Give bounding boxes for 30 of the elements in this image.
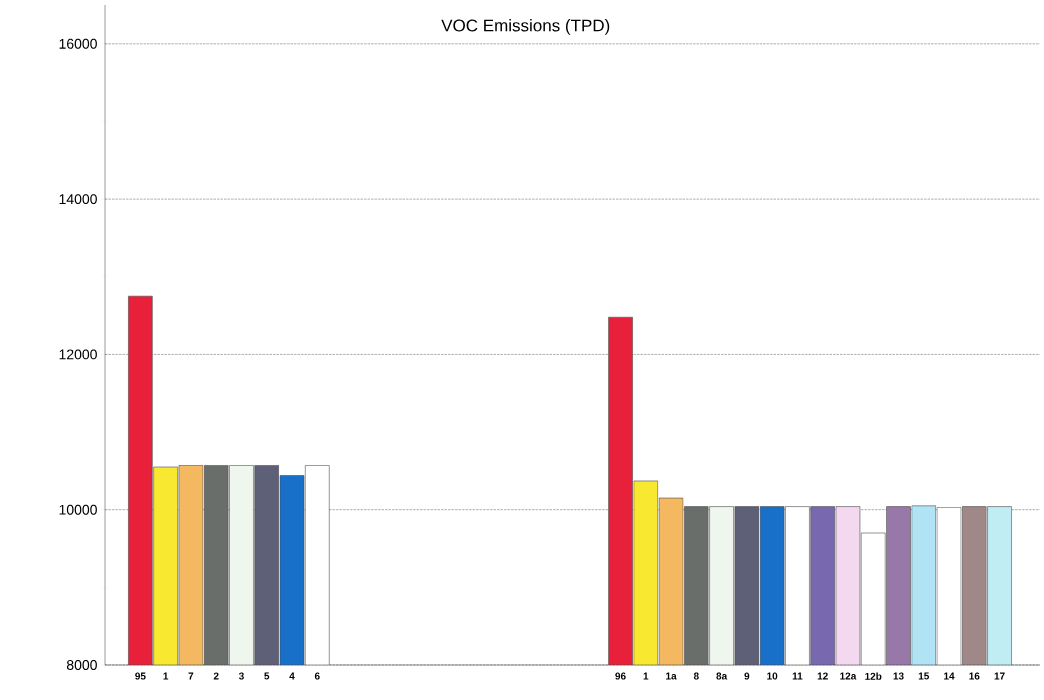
x-tick-label: 8 [693, 672, 699, 680]
x-tick-label: 12 [817, 672, 828, 680]
x-tick-label: 12b [865, 672, 882, 680]
x-tick-label: 6 [314, 672, 320, 680]
x-tick-label: 10 [767, 672, 778, 680]
x-tick-label: 13 [893, 672, 904, 680]
x-tick-label: 2 [213, 672, 219, 680]
y-tick-label: 8000 [66, 660, 97, 670]
y-tick-label: 16000 [59, 38, 97, 49]
x-tick-label: 4 [289, 672, 295, 680]
y-tick-label: 14000 [59, 194, 97, 205]
x-tick-label: 17 [994, 672, 1005, 680]
x-tick-label: 1 [163, 672, 169, 680]
x-tick-label: 11 [792, 672, 803, 680]
y-tick-label: 12000 [59, 349, 97, 360]
x-tick-label: 1 [643, 672, 649, 680]
x-tick-label: 1a [666, 672, 677, 680]
x-tick-label: 8a [716, 672, 728, 680]
x-tick-label: 14 [944, 672, 955, 680]
x-tick-label: 5 [264, 672, 270, 680]
x-tick-label: 16 [969, 672, 980, 680]
x-tick-label: 15 [918, 672, 930, 680]
x-tick-label: 9 [744, 672, 750, 680]
x-tick-label: 3 [238, 672, 244, 680]
x-tick-label: 12a [840, 672, 857, 680]
y-tick-label: 10000 [59, 504, 97, 515]
x-tick-label: 96 [615, 672, 626, 680]
text: VOC Emissions (TPD) [441, 19, 610, 35]
x-tick-label: 95 [135, 672, 146, 680]
x-tick-label: 7 [188, 672, 194, 680]
